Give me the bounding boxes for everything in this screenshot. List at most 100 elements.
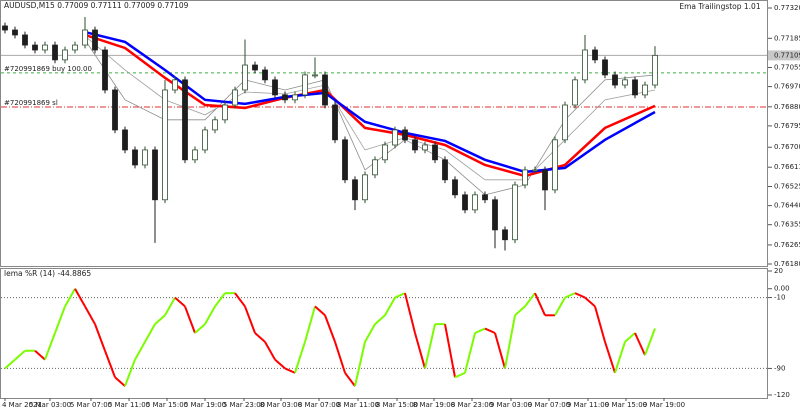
candle-body <box>2 25 8 31</box>
y-tick-label: 0.76180 <box>774 260 800 268</box>
candle-body <box>132 149 138 166</box>
candle-body <box>302 74 308 96</box>
wpr-segment <box>614 341 626 374</box>
x-tick-label: 5 Mar 11:00 <box>108 401 150 409</box>
x-tick-label: 8 Mar 11:00 <box>337 401 379 409</box>
candle-body <box>402 129 408 141</box>
wpr-segment <box>474 327 486 334</box>
y-tick-label: 0.77185 <box>774 34 800 42</box>
y-tick-label: -90 <box>774 364 785 372</box>
candle-body <box>362 174 368 201</box>
wpr-segment <box>284 367 296 374</box>
candle-body <box>102 49 108 91</box>
wpr-segment <box>104 350 116 378</box>
candle-body <box>222 104 228 121</box>
y-tick-label: 0.76355 <box>774 221 800 229</box>
wpr-segment <box>84 305 96 325</box>
candle-body <box>372 159 378 176</box>
candle-body <box>582 49 588 81</box>
wpr-segment <box>564 292 576 299</box>
y-tick-label: 0.76611 <box>774 163 800 171</box>
candle-body <box>62 49 68 61</box>
wpr-segment <box>584 296 596 308</box>
y-tick-label: 0.76795 <box>774 122 800 130</box>
wpr-segment <box>114 376 126 387</box>
y-tick-label: -10 <box>774 294 785 302</box>
indicator-label: Ema Trailingstop 1.01 <box>679 2 760 11</box>
candle-body <box>482 194 488 201</box>
wpr-segment <box>184 306 196 334</box>
wpr-segment <box>634 332 646 356</box>
wpr-segment <box>574 292 586 299</box>
y-tick-label: -120 <box>774 391 790 399</box>
candle-body <box>92 29 98 51</box>
wpr-segment <box>424 323 436 369</box>
wpr-segment <box>604 341 616 374</box>
candle-body <box>322 74 328 106</box>
wpr-segment <box>324 314 336 343</box>
wpr-segment <box>494 332 506 369</box>
order-level-label: #720991869 sl <box>4 99 58 107</box>
wpr-segment <box>244 306 256 334</box>
x-tick-label: 8 Mar 19:00 <box>413 401 455 409</box>
wpr-segment <box>444 323 456 378</box>
candle-body <box>522 169 528 186</box>
candle-body <box>22 34 28 46</box>
candle-body <box>282 94 288 101</box>
x-tick-label: 9 Mar 11:00 <box>567 401 609 409</box>
wpr-segment <box>644 328 656 356</box>
wpr-segment <box>254 332 266 343</box>
wpr-segment <box>504 315 516 369</box>
wpr-segment <box>334 341 346 374</box>
y-tick-label: 0.76525 <box>774 183 800 191</box>
wpr-segment <box>64 288 76 307</box>
candle-body <box>382 144 388 161</box>
candle-body <box>392 129 398 146</box>
candle-body <box>542 169 548 191</box>
wpr-segment <box>524 292 536 308</box>
candle-body <box>52 44 58 61</box>
wpr-segment <box>134 341 146 361</box>
wpr-segment <box>204 305 216 325</box>
wpr-segment <box>174 296 186 308</box>
candle-body <box>182 79 188 161</box>
wpr-segment <box>194 323 206 334</box>
wpr-segment <box>294 341 306 374</box>
candle-body <box>292 94 298 101</box>
x-tick-label: 5 Mar 03:00 <box>29 401 71 409</box>
wpr-segment <box>414 332 426 369</box>
x-tick-label: 8 Mar 23:00 <box>451 401 493 409</box>
candle-body <box>642 84 648 96</box>
candle-body <box>312 74 318 77</box>
candle-body <box>12 29 18 36</box>
wpr-segment <box>384 297 396 316</box>
x-tick-label: 9 Mar 19:00 <box>643 401 685 409</box>
wpr-segment <box>164 297 176 316</box>
ema-line <box>84 35 656 181</box>
candle-body <box>172 79 178 91</box>
candle-body <box>202 129 208 151</box>
candle-body <box>162 89 168 201</box>
candle-body <box>112 89 118 131</box>
candle-body <box>622 79 628 86</box>
candle-body <box>212 119 218 131</box>
ema-line <box>84 30 656 174</box>
wpr-segment <box>14 349 26 361</box>
candle-body <box>82 29 88 46</box>
candle-body <box>462 194 468 211</box>
candle-body <box>612 74 618 86</box>
wpr-segment <box>314 305 326 317</box>
candle-body <box>192 149 198 161</box>
candle-body <box>342 139 348 181</box>
candle-body <box>492 199 498 231</box>
wpr-segment <box>354 341 366 387</box>
wpr-segment <box>464 332 476 374</box>
last-price-label: 0.77109 <box>774 51 800 59</box>
wpr-segment <box>94 323 106 352</box>
x-tick-label: 5 Mar 19:00 <box>184 401 226 409</box>
wpr-segment <box>404 292 416 334</box>
wpr-segment <box>514 305 526 317</box>
